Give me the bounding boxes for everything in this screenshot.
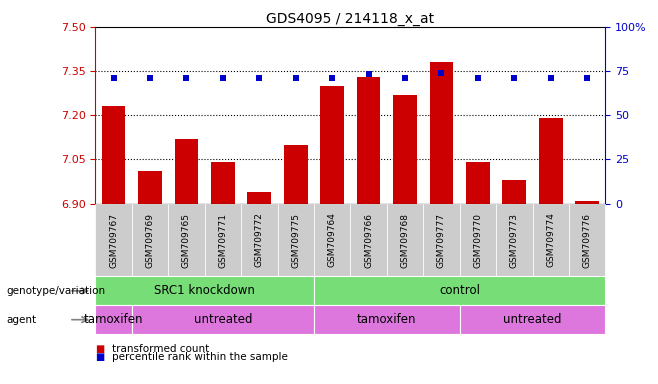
- Text: tamoxifen: tamoxifen: [84, 313, 143, 326]
- Text: GSM709774: GSM709774: [546, 213, 555, 267]
- Text: SRC1 knockdown: SRC1 knockdown: [154, 285, 255, 297]
- Text: agent: agent: [7, 314, 37, 325]
- Text: GSM709776: GSM709776: [582, 212, 592, 268]
- Title: GDS4095 / 214118_x_at: GDS4095 / 214118_x_at: [266, 12, 434, 26]
- Text: GSM709775: GSM709775: [291, 212, 300, 268]
- Point: [290, 75, 301, 81]
- Text: untreated: untreated: [503, 313, 562, 326]
- Text: tamoxifen: tamoxifen: [357, 313, 417, 326]
- Bar: [466, 162, 490, 204]
- Point: [545, 75, 556, 81]
- Bar: [503, 180, 526, 204]
- Text: GSM709771: GSM709771: [218, 212, 228, 268]
- Bar: [247, 192, 271, 204]
- Text: GSM709768: GSM709768: [401, 212, 409, 268]
- Point: [109, 75, 119, 81]
- Bar: [430, 62, 453, 204]
- Point: [327, 75, 338, 81]
- Text: GSM709766: GSM709766: [364, 212, 373, 268]
- Point: [509, 75, 520, 81]
- Point: [363, 71, 374, 77]
- Text: GSM709769: GSM709769: [145, 212, 155, 268]
- Text: control: control: [439, 285, 480, 297]
- Text: GSM709770: GSM709770: [473, 212, 482, 268]
- Text: GSM709765: GSM709765: [182, 212, 191, 268]
- Point: [218, 75, 228, 81]
- Text: GSM709767: GSM709767: [109, 212, 118, 268]
- Bar: [357, 77, 380, 204]
- Point: [254, 75, 265, 81]
- Bar: [575, 200, 599, 204]
- Text: percentile rank within the sample: percentile rank within the sample: [112, 352, 288, 362]
- Text: transformed count: transformed count: [112, 344, 209, 354]
- Bar: [102, 106, 126, 204]
- Bar: [138, 171, 162, 204]
- Text: GSM709764: GSM709764: [328, 213, 337, 267]
- Bar: [211, 162, 235, 204]
- Point: [582, 75, 592, 81]
- Text: GSM709773: GSM709773: [510, 212, 519, 268]
- Text: ■: ■: [95, 344, 105, 354]
- Point: [472, 75, 483, 81]
- Bar: [174, 139, 198, 204]
- Text: untreated: untreated: [193, 313, 252, 326]
- Text: genotype/variation: genotype/variation: [7, 286, 106, 296]
- Text: ■: ■: [95, 352, 105, 362]
- Point: [436, 70, 447, 76]
- Point: [400, 75, 411, 81]
- Bar: [393, 94, 417, 204]
- Bar: [320, 86, 344, 204]
- Bar: [539, 118, 563, 204]
- Point: [145, 75, 155, 81]
- Text: GSM709777: GSM709777: [437, 212, 446, 268]
- Text: GSM709772: GSM709772: [255, 213, 264, 267]
- Bar: [284, 145, 307, 204]
- Point: [181, 75, 191, 81]
